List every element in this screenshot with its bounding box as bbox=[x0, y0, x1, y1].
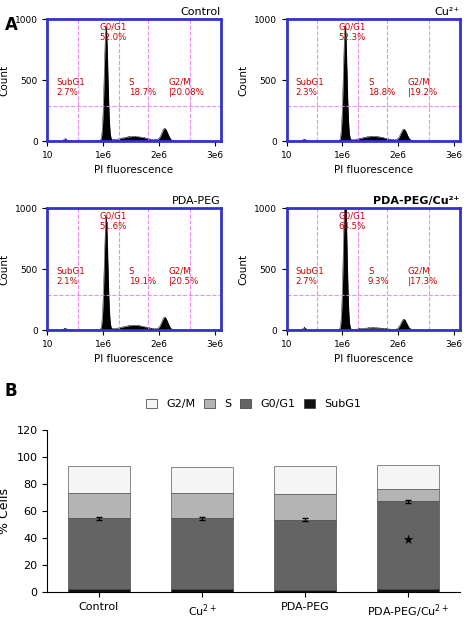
Y-axis label: Count: Count bbox=[0, 64, 9, 96]
Text: Cu²⁺: Cu²⁺ bbox=[435, 7, 460, 17]
Bar bbox=[68, 589, 130, 592]
X-axis label: PI fluorescence: PI fluorescence bbox=[94, 166, 173, 175]
Text: S
18.8%: S 18.8% bbox=[368, 78, 395, 97]
Text: G2/M
|17.3%: G2/M |17.3% bbox=[408, 267, 438, 286]
Text: G0/G1
52.3%: G0/G1 52.3% bbox=[338, 23, 366, 42]
Bar bbox=[171, 467, 233, 493]
Text: SubG1
2.3%: SubG1 2.3% bbox=[295, 78, 324, 97]
Text: G0/G1
51.6%: G0/G1 51.6% bbox=[100, 211, 127, 231]
Bar bbox=[171, 493, 233, 519]
Text: B: B bbox=[5, 382, 18, 400]
Text: G0/G1
52.0%: G0/G1 52.0% bbox=[100, 23, 127, 42]
Bar bbox=[274, 590, 336, 592]
Bar bbox=[171, 589, 233, 592]
Bar bbox=[171, 519, 233, 589]
Bar bbox=[377, 589, 439, 592]
Bar bbox=[274, 520, 336, 590]
Y-axis label: Count: Count bbox=[238, 254, 248, 285]
Text: SubG1
2.7%: SubG1 2.7% bbox=[56, 78, 85, 97]
Bar bbox=[274, 466, 336, 494]
Bar bbox=[377, 465, 439, 489]
Text: G0/G1
64.5%: G0/G1 64.5% bbox=[338, 211, 366, 231]
X-axis label: PI fluorescence: PI fluorescence bbox=[334, 166, 413, 175]
Text: SubG1
2.1%: SubG1 2.1% bbox=[56, 267, 85, 286]
Text: A: A bbox=[5, 16, 18, 34]
Text: Control: Control bbox=[181, 7, 221, 17]
X-axis label: PI fluorescence: PI fluorescence bbox=[94, 354, 173, 364]
Text: G2/M
|20.08%: G2/M |20.08% bbox=[169, 78, 205, 97]
Y-axis label: Count: Count bbox=[0, 254, 9, 285]
Text: SubG1
2.7%: SubG1 2.7% bbox=[295, 267, 324, 286]
Text: S
19.1%: S 19.1% bbox=[129, 267, 156, 286]
Bar bbox=[274, 494, 336, 520]
Bar bbox=[68, 466, 130, 493]
Text: G2/M
|20.5%: G2/M |20.5% bbox=[169, 267, 199, 286]
Bar bbox=[377, 489, 439, 501]
Text: PDA-PEG/Cu²⁺: PDA-PEG/Cu²⁺ bbox=[374, 196, 460, 206]
Y-axis label: % Cells: % Cells bbox=[0, 488, 11, 534]
Legend: G2/M, S, G0/G1, SubG1: G2/M, S, G0/G1, SubG1 bbox=[142, 394, 365, 413]
Bar bbox=[68, 518, 130, 589]
Text: S
9.3%: S 9.3% bbox=[368, 267, 390, 286]
Bar bbox=[377, 501, 439, 589]
Bar bbox=[68, 493, 130, 518]
Text: G2/M
|19.2%: G2/M |19.2% bbox=[408, 78, 438, 97]
Y-axis label: Count: Count bbox=[238, 64, 248, 96]
Text: $\bigstar$: $\bigstar$ bbox=[402, 534, 414, 547]
X-axis label: PI fluorescence: PI fluorescence bbox=[334, 354, 413, 364]
Text: PDA-PEG: PDA-PEG bbox=[172, 196, 221, 206]
Text: S
18.7%: S 18.7% bbox=[129, 78, 156, 97]
